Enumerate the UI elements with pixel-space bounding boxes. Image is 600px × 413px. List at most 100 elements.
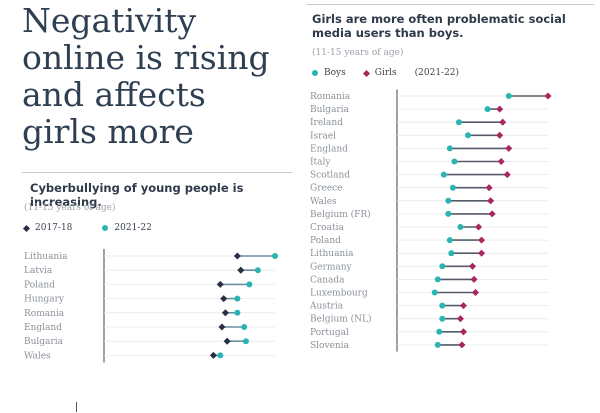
data-point-boys [448,250,455,257]
category-label: Belgium (NL) [310,314,372,325]
right-chart-title: Girls are more often problematic social … [312,12,592,40]
data-point-girls [503,171,511,179]
category-label: Greece [310,184,343,194]
data-point-first-period [223,337,231,345]
data-point-boys [457,224,464,230]
data-point-girls [496,105,504,113]
data-point-second-period [234,295,241,302]
data-point-boys [431,289,438,296]
data-point-girls [468,262,477,270]
category-label: Belgium (FR) [310,209,371,220]
category-label: Scotland [310,171,350,181]
data-point-boys [451,158,458,165]
headline-line: and affects [22,75,206,114]
category-label: Wales [310,197,337,207]
category-label: Austria [309,302,344,312]
data-point-girls [505,144,513,152]
headline-line: Negativity [22,1,197,40]
right-legend: Boys Girls (2021-22) [312,68,459,78]
category-label: Portugal [310,328,349,338]
data-point-boys [445,197,452,204]
category-label: Latvia [24,266,53,276]
data-point-boys [434,341,441,348]
data-point-boys [445,210,452,217]
data-point-boys [439,315,446,322]
category-label: Germany [310,262,353,272]
data-point-girls [488,210,496,218]
legend-dot-icon [102,225,109,231]
data-point-boys [449,184,456,191]
category-label: Poland [24,280,55,290]
scroll-cursor-mark [76,402,77,412]
data-point-girls [499,118,507,126]
data-point-girls [459,328,467,336]
category-label: England [24,323,62,333]
data-point-boys [439,263,446,270]
category-label: Croatia [310,223,344,233]
data-point-boys [434,276,441,283]
legend-dot-icon [312,70,318,76]
data-point-first-period [218,323,226,331]
category-label: Italy [310,158,331,168]
data-point-second-period [242,338,249,345]
data-point-boys [505,93,512,99]
data-point-boys [446,145,453,152]
right-chart-note: (11-15 years of age) [312,48,404,58]
data-point-girls [471,288,480,297]
category-label: England [310,144,348,154]
category-label: Wales [24,351,51,361]
data-point-girls [496,131,504,139]
data-point-first-period [221,309,229,317]
category-label: Lithuania [24,252,68,262]
data-point-girls [459,302,467,310]
headline-line: online is rising [22,38,270,77]
category-label: Israel [310,131,336,141]
legend-label: 2021-22 [114,223,152,233]
data-point-girls [487,197,495,205]
legend-label: Boys [324,68,346,78]
headline: Negativity online is rising and affects … [22,2,292,150]
category-label: Luxembourg [310,289,368,299]
data-point-girls [485,184,493,192]
data-point-boys [464,132,471,139]
data-point-boys [436,328,443,335]
left-chart-title: Cyberbullying of young people is increas… [30,181,244,209]
data-point-girls [456,315,464,323]
left-divider [22,172,292,173]
data-point-girls [475,223,483,231]
data-point-boys [446,237,453,244]
data-point-girls [458,341,466,349]
category-label: Slovenia [310,341,350,351]
category-label: Poland [310,236,341,246]
legend-diamond-icon [362,69,370,77]
data-point-second-period [254,267,261,274]
left-legend: 2017-18 2021-22 [22,223,152,233]
right-chart-title-line: Girls are more often problematic social [312,12,566,26]
data-point-boys [484,106,491,113]
data-point-first-period [216,280,224,288]
headline-line: girls more [22,112,194,151]
data-point-girls [544,92,552,100]
category-label: Lithuania [310,249,354,259]
legend-label: (2021-22) [414,68,460,78]
category-label: Hungary [24,295,65,305]
data-point-second-period [246,281,253,288]
data-point-boys [455,119,462,126]
category-label: Canada [310,275,345,285]
data-point-second-period [217,352,224,359]
category-label: Romania [24,309,65,319]
legend-label: Girls [374,68,397,78]
right-chart-title-line: media users than boys. [312,26,464,40]
data-point-boys [440,171,447,178]
data-point-first-period [220,295,228,303]
data-point-first-period [237,266,245,274]
data-point-second-period [272,253,278,259]
data-point-first-period [209,351,217,359]
category-label: Ireland [310,118,343,128]
data-point-girls [497,157,505,166]
data-point-first-period [233,252,241,260]
right-divider [306,4,594,5]
data-point-boys [439,302,446,309]
data-point-second-period [234,309,241,316]
